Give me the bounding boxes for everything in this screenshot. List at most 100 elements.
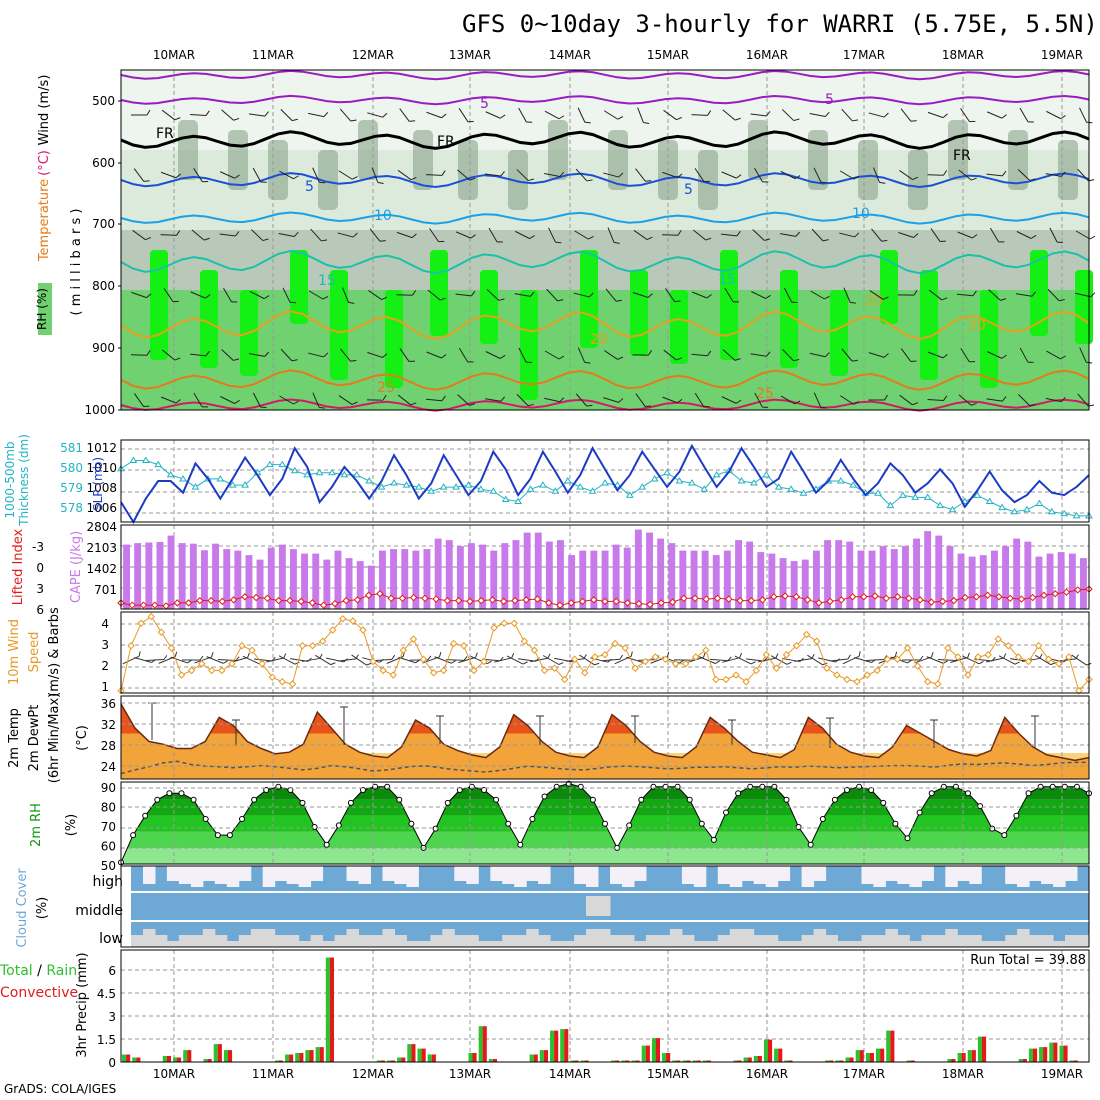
barb-shaft bbox=[663, 109, 677, 121]
wind-speed-line-point bbox=[500, 619, 508, 627]
barb-shaft bbox=[544, 110, 560, 120]
barb-flag bbox=[410, 402, 417, 406]
barb-shaft bbox=[607, 227, 615, 243]
barb-shaft bbox=[900, 108, 912, 122]
legend-slash: / bbox=[33, 963, 47, 979]
surface-wind-barb bbox=[950, 652, 970, 663]
precip-convective-bar bbox=[635, 1060, 640, 1062]
precip-convective-bar bbox=[166, 1056, 171, 1062]
low-cloud-block bbox=[226, 941, 240, 947]
thickness-line-point bbox=[377, 483, 386, 490]
thickness-line-point bbox=[700, 485, 709, 492]
lifted-index-line-point bbox=[927, 598, 936, 606]
wind-barb bbox=[516, 169, 535, 182]
rh-point bbox=[190, 796, 197, 803]
wind-speed-line-point bbox=[893, 655, 902, 663]
barb-flag bbox=[676, 116, 683, 121]
high-cloud-gap bbox=[1053, 866, 1066, 887]
rh-bright-patch bbox=[580, 250, 598, 348]
barb-shaft bbox=[809, 112, 826, 118]
wind-barb bbox=[399, 108, 416, 122]
lifted-index-line-point bbox=[286, 596, 294, 605]
lifted-index-line-point bbox=[331, 599, 339, 608]
surface-wind-barb bbox=[722, 652, 743, 663]
wind-speed-line-point bbox=[692, 653, 700, 661]
barb-shaft bbox=[746, 658, 764, 662]
wind-barb bbox=[603, 397, 624, 403]
precip-total-bar bbox=[132, 1057, 137, 1062]
barb-flag bbox=[967, 652, 970, 658]
precip-total-bar bbox=[560, 1029, 565, 1062]
wind-speed-line-point bbox=[964, 671, 972, 679]
low-cloud-block bbox=[382, 929, 395, 947]
cape-bar bbox=[434, 538, 442, 609]
precip-tick: 1.5 bbox=[97, 1033, 116, 1047]
precip-convective-bar bbox=[380, 1060, 385, 1062]
precip-total-bar bbox=[621, 1060, 626, 1062]
cape-bar bbox=[712, 555, 720, 609]
barb-shaft bbox=[811, 228, 824, 242]
low-cloud-block bbox=[442, 929, 455, 947]
barb-shaft bbox=[132, 229, 146, 241]
wind-speed-line-point bbox=[903, 644, 912, 652]
barb-shaft bbox=[758, 657, 776, 663]
wind-barb bbox=[193, 392, 208, 408]
rh-band-green bbox=[121, 290, 1089, 410]
thickness-tick: 578 bbox=[60, 501, 83, 515]
pressure-tick-label: 500 bbox=[92, 94, 115, 108]
cape-bar bbox=[312, 553, 320, 609]
precip-axis-label: 3hr Precip (mm) bbox=[75, 952, 90, 1057]
barb-flag bbox=[883, 353, 889, 358]
barb-flag bbox=[291, 359, 298, 362]
lifted-index-line-point bbox=[556, 601, 564, 609]
rh-point bbox=[819, 816, 826, 822]
lifted-index-line-point bbox=[815, 599, 823, 607]
barb-flag bbox=[146, 293, 152, 298]
precip-panel-frame bbox=[120, 949, 1090, 1063]
rh-point bbox=[844, 787, 850, 793]
lifted-index-line-point bbox=[319, 601, 328, 609]
cape-bar bbox=[468, 543, 475, 609]
date-top: 17MAR bbox=[842, 48, 886, 62]
precip-convective-bar bbox=[839, 1060, 844, 1062]
wind-barb bbox=[604, 350, 624, 360]
temp-tick: 24 bbox=[101, 760, 116, 774]
wind-speed-line-point bbox=[288, 680, 297, 688]
barb-flag bbox=[645, 180, 652, 182]
cloud-row-label-low: low bbox=[99, 931, 123, 947]
precip-convective-bar bbox=[706, 1060, 711, 1062]
barb-shaft bbox=[315, 654, 331, 666]
rh-point bbox=[892, 820, 899, 827]
high-cloud-gap bbox=[861, 866, 874, 884]
thickness-line-point bbox=[874, 489, 882, 496]
wind-barb bbox=[956, 290, 977, 297]
barb-shaft bbox=[544, 350, 560, 360]
precip-total-bar bbox=[977, 1036, 982, 1062]
temp-tick: 28 bbox=[101, 739, 116, 753]
cape-bar bbox=[1057, 552, 1065, 609]
wind-barb bbox=[485, 111, 506, 119]
rh-point bbox=[384, 783, 391, 790]
low-cloud-block bbox=[1053, 941, 1066, 947]
wind-barb bbox=[338, 395, 358, 405]
precip-convective-bar bbox=[492, 1059, 497, 1062]
barb-shaft bbox=[219, 171, 236, 179]
rh-point bbox=[795, 824, 802, 830]
cape-bar bbox=[634, 529, 642, 609]
thickness-tick: 579 bbox=[60, 481, 83, 495]
surface-wind-barb bbox=[373, 654, 396, 662]
wind-speed-line-point bbox=[681, 660, 690, 668]
barb-flag bbox=[882, 296, 889, 300]
wind-barb bbox=[988, 289, 1007, 301]
barb-flag bbox=[666, 651, 670, 657]
high-cloud-gap bbox=[1041, 866, 1054, 884]
barb-flag bbox=[850, 301, 856, 304]
low-cloud-block bbox=[981, 941, 994, 947]
precip-convective-bar bbox=[655, 1038, 660, 1062]
high-cloud-gap bbox=[909, 866, 922, 887]
wind-barb bbox=[692, 229, 712, 241]
barb-flag bbox=[1001, 354, 1007, 359]
cape-bar bbox=[323, 559, 331, 609]
thickness-line-point bbox=[266, 460, 274, 468]
rh-bright-patch bbox=[430, 250, 448, 336]
